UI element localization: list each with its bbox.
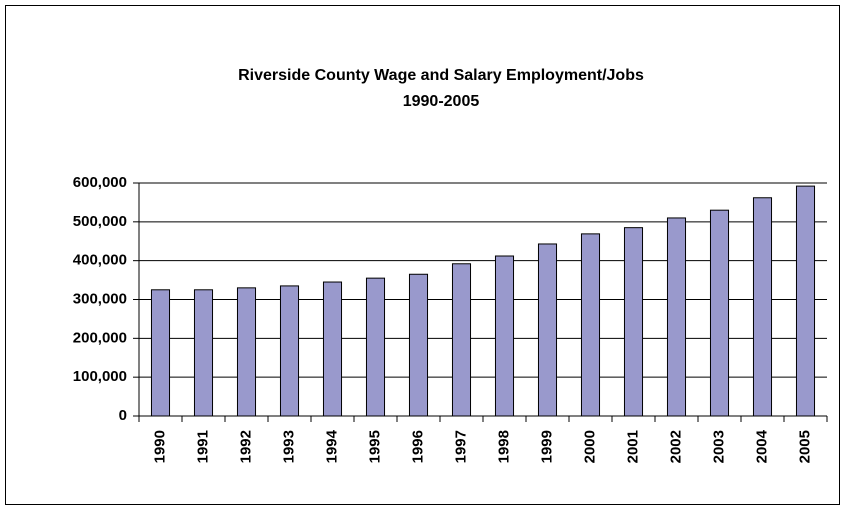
bar (408, 273, 429, 417)
x-tick-label: 2000 (581, 430, 598, 463)
bar (537, 243, 558, 417)
bar (150, 289, 171, 417)
x-tick-label: 2003 (710, 430, 727, 463)
bar (752, 197, 773, 417)
y-tick-label: 300,000 (73, 290, 127, 307)
x-tick-label: 1995 (366, 430, 383, 463)
bar (322, 281, 343, 417)
bar (279, 285, 300, 417)
y-tick-label: 100,000 (73, 368, 127, 385)
bar (451, 263, 472, 417)
x-tick-label: 1998 (495, 430, 512, 463)
bar (666, 217, 687, 417)
y-tick-label: 200,000 (73, 329, 127, 346)
x-tick-label: 1999 (538, 430, 555, 463)
bar (580, 233, 601, 417)
x-tick-label: 2004 (753, 429, 770, 463)
x-tick-label: 1994 (323, 429, 340, 463)
x-tick-label: 1992 (237, 430, 254, 463)
bar (623, 227, 644, 417)
x-tick-label: 2005 (796, 430, 813, 463)
bar (494, 255, 515, 417)
chart-frame (5, 5, 840, 505)
x-tick-label: 1997 (452, 430, 469, 463)
x-tick-label: 2002 (667, 430, 684, 463)
y-tick-label: 600,000 (73, 174, 127, 191)
y-tick-label: 400,000 (73, 252, 127, 269)
y-tick-label: 500,000 (73, 213, 127, 230)
chart-title: Riverside County Wage and Salary Employm… (238, 67, 644, 84)
chart-subtitle: 1990-2005 (403, 93, 480, 110)
y-tick-label: 0 (119, 407, 127, 424)
bar (795, 185, 816, 417)
bar (236, 287, 257, 417)
bar (193, 289, 214, 417)
bar (365, 277, 386, 417)
x-tick-label: 1991 (194, 430, 211, 463)
x-tick-label: 2001 (624, 430, 641, 463)
x-tick-label: 1993 (280, 430, 297, 463)
bar (709, 209, 730, 417)
x-tick-label: 1996 (409, 430, 426, 463)
x-tick-label: 1990 (151, 430, 168, 463)
